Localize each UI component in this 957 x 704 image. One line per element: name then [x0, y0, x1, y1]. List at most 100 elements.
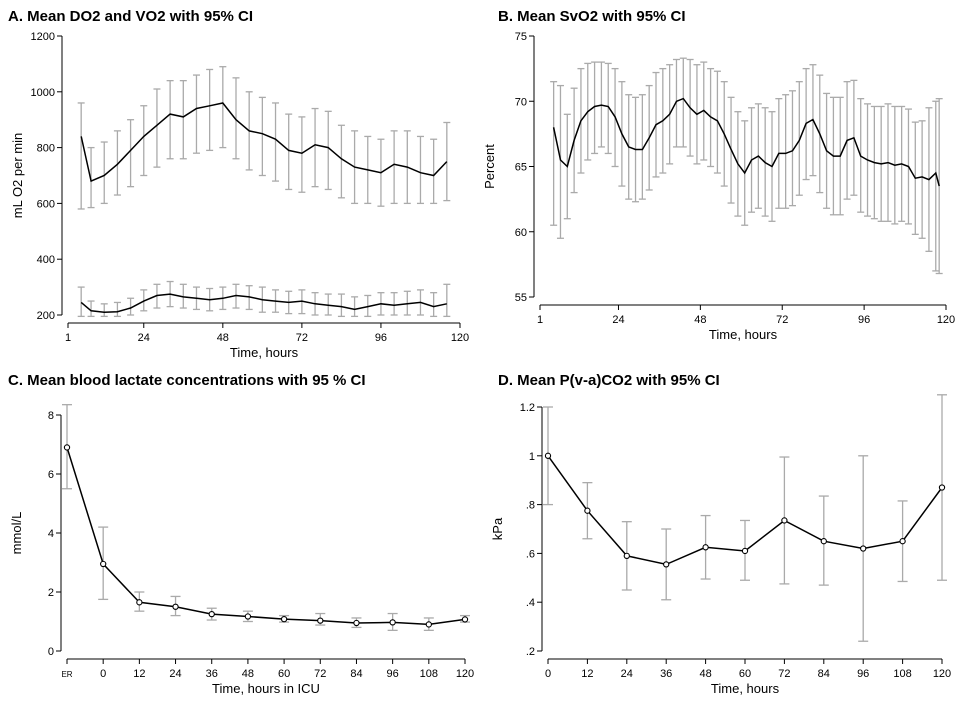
y-tick-label: 55 — [515, 292, 527, 304]
x-tick-label: ER — [61, 670, 72, 679]
series-line-1 — [80, 102, 448, 183]
x-tick-label: 60 — [278, 668, 290, 680]
x-tick-label: 120 — [451, 332, 469, 344]
y-axis-title: kPa — [490, 517, 505, 540]
x-axis-title: Time, hours — [230, 345, 299, 360]
y-tick-label: .4 — [526, 597, 535, 609]
y-tick-label: 600 — [37, 198, 55, 210]
panel-c: C. Mean blood lactate concentrations wit… — [0, 352, 478, 704]
data-point — [544, 452, 552, 459]
y-tick-label: 1.2 — [520, 402, 535, 414]
data-point — [938, 484, 946, 491]
x-tick-label: 120 — [456, 668, 474, 680]
x-tick-label: 72 — [778, 668, 790, 680]
x-tick-label: 96 — [387, 668, 399, 680]
data-point — [425, 621, 432, 628]
y-tick-label: .6 — [526, 548, 535, 560]
x-tick-label: 36 — [206, 668, 218, 680]
data-point — [702, 544, 709, 551]
y-tick-label: 70 — [515, 96, 527, 108]
x-tick-label: 24 — [169, 668, 181, 680]
panel-a: A. Mean DO2 and VO2 with 95% CI 200 400 60… — [0, 0, 478, 360]
y-tick-label: 4 — [48, 528, 54, 540]
x-tick-label: 72 — [776, 314, 788, 326]
data-point — [663, 561, 670, 568]
x-axis-title: Time, hours — [711, 681, 780, 696]
data-point — [461, 616, 469, 623]
y-tick-label: 2 — [48, 587, 54, 599]
x-tick-label: 24 — [621, 668, 633, 680]
x-tick-label: 36 — [660, 668, 672, 680]
y-tick-label: .8 — [526, 500, 535, 512]
panel-b: B. Mean SvO2 with 95% CI 55 60 65 70 75 1 24 48… — [478, 0, 957, 352]
chart-b: 55 60 65 70 75 1 24 48 72 96 120 Time, hours Percent — [482, 31, 955, 342]
panel-b-title: B. Mean SvO2 with 95% CI — [498, 8, 686, 25]
y-tick-label: 8 — [48, 410, 54, 422]
chart-a: 200 400 600 800 1000 1200 1 24 48 72 96 120 Time, ho… — [10, 31, 469, 360]
y-tick-label: 200 — [37, 310, 55, 322]
series-line-1 — [552, 97, 940, 187]
x-axis-title: Time, hours in ICU — [212, 681, 320, 696]
x-tick-label: 72 — [296, 332, 308, 344]
panel-a-title: A. Mean DO2 and VO2 with 95% CI — [8, 8, 254, 25]
data-point — [623, 552, 630, 559]
data-point — [136, 599, 143, 606]
y-tick-label: 1 — [529, 451, 535, 463]
data-point — [899, 538, 906, 545]
x-tick-label: 120 — [933, 668, 951, 680]
y-axis-title: mmol/L — [9, 512, 24, 555]
x-tick-label: 1 — [65, 332, 71, 344]
data-point — [353, 619, 360, 627]
panel-c-title: C. Mean blood lactate concentrations wit… — [8, 372, 366, 389]
x-tick-label: 48 — [694, 314, 706, 326]
x-tick-label: 0 — [100, 668, 106, 680]
data-point — [244, 613, 252, 620]
panel-d-title: D. Mean P(v-a)CO2 with 95% CI — [498, 372, 720, 389]
x-tick-label: 72 — [314, 668, 326, 680]
data-point — [584, 507, 591, 514]
x-tick-label: 120 — [937, 314, 955, 326]
data-point — [63, 444, 71, 451]
series-line-1 — [66, 447, 466, 626]
data-point — [208, 610, 215, 618]
y-tick-label: 65 — [515, 162, 527, 174]
x-tick-label: 48 — [242, 668, 254, 680]
y-tick-label: 60 — [515, 227, 527, 239]
x-tick-label: 108 — [420, 668, 438, 680]
x-tick-label: 84 — [818, 668, 830, 680]
y-tick-label: 1000 — [31, 87, 55, 99]
x-tick-label: 96 — [375, 332, 387, 344]
data-point — [172, 603, 179, 610]
x-tick-label: 12 — [133, 668, 145, 680]
x-tick-label: 24 — [138, 332, 150, 344]
x-tick-label: 48 — [699, 668, 711, 680]
y-tick-label: 75 — [515, 31, 527, 43]
data-point — [389, 619, 396, 626]
x-tick-label: 108 — [893, 668, 911, 680]
data-point — [860, 545, 867, 552]
panel-d: D. Mean P(v-a)CO2 with 95% CI .2 .4 .6 .8 1 1… — [478, 352, 957, 704]
y-tick-label: 0 — [48, 646, 54, 658]
x-tick-label: 1 — [537, 314, 543, 326]
y-tick-label: 6 — [48, 469, 54, 481]
chart-d: .2 .4 .6 .8 1 1.2 0 12 24 36 48 60 72 84 96 108 120 Time,… — [490, 394, 951, 696]
y-axis-title: Percent — [482, 144, 497, 189]
data-point — [741, 547, 749, 555]
x-axis-title: Time, hours — [709, 327, 778, 342]
y-tick-label: 800 — [37, 143, 55, 155]
x-tick-label: 60 — [739, 668, 751, 680]
x-tick-label: 48 — [217, 332, 229, 344]
y-tick-label: 1200 — [31, 31, 55, 43]
y-axis-title: mL O2 per min — [10, 133, 25, 219]
x-tick-label: 12 — [581, 668, 593, 680]
x-tick-label: 0 — [545, 668, 551, 680]
y-tick-label: .2 — [526, 646, 535, 658]
data-point — [280, 615, 288, 623]
x-tick-label: 96 — [857, 668, 869, 680]
data-point — [820, 538, 827, 545]
x-tick-label: 24 — [612, 314, 624, 326]
x-tick-label: 84 — [350, 668, 362, 680]
x-tick-label: 96 — [858, 314, 870, 326]
y-tick-label: 400 — [37, 254, 55, 266]
